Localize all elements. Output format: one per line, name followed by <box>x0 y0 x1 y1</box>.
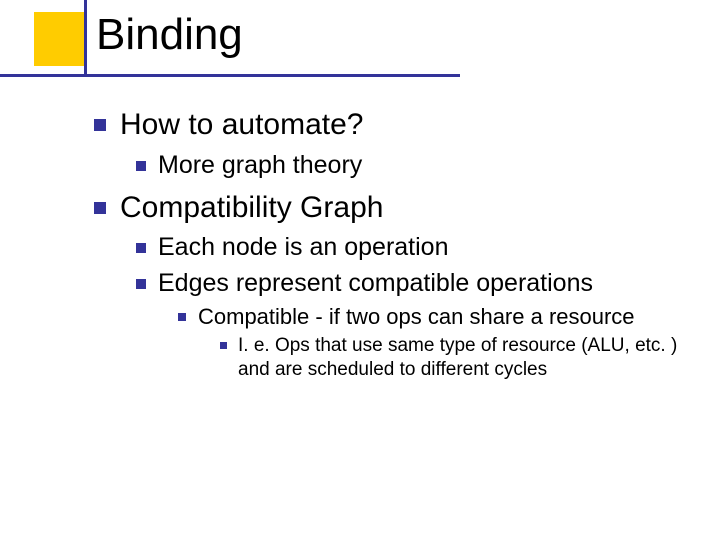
bullet-lvl2: Edges represent compatible operations <box>136 268 694 299</box>
bullet-text: Edges represent compatible operations <box>158 268 694 299</box>
bullet-text: How to automate? <box>120 106 694 144</box>
bullet-lvl4: I. e. Ops that use same type of resource… <box>220 334 694 382</box>
bullet-lvl3: Compatible - if two ops can share a reso… <box>178 303 694 331</box>
content-area: How to automate? More graph theory Compa… <box>94 98 694 386</box>
bullet-text: Compatibility Graph <box>120 189 694 227</box>
bullet-lvl1: Compatibility Graph <box>94 189 694 227</box>
square-bullet-icon <box>94 202 106 214</box>
bullet-text: I. e. Ops that use same type of resource… <box>238 334 694 382</box>
bullet-lvl1: How to automate? <box>94 106 694 144</box>
bullet-lvl2: Each node is an operation <box>136 232 694 263</box>
square-bullet-icon <box>136 279 146 289</box>
square-bullet-icon <box>136 243 146 253</box>
bullet-text: Compatible - if two ops can share a reso… <box>198 303 694 331</box>
vertical-rule <box>84 0 87 76</box>
square-bullet-icon <box>136 161 146 171</box>
slide: Binding How to automate? More graph theo… <box>0 0 720 540</box>
accent-box <box>34 12 86 66</box>
bullet-lvl2: More graph theory <box>136 150 694 181</box>
square-bullet-icon <box>178 313 186 321</box>
square-bullet-icon <box>220 342 227 349</box>
bullet-text: More graph theory <box>158 150 694 181</box>
slide-title: Binding <box>96 10 243 60</box>
horizontal-rule <box>0 74 460 77</box>
square-bullet-icon <box>94 119 106 131</box>
bullet-text: Each node is an operation <box>158 232 694 263</box>
